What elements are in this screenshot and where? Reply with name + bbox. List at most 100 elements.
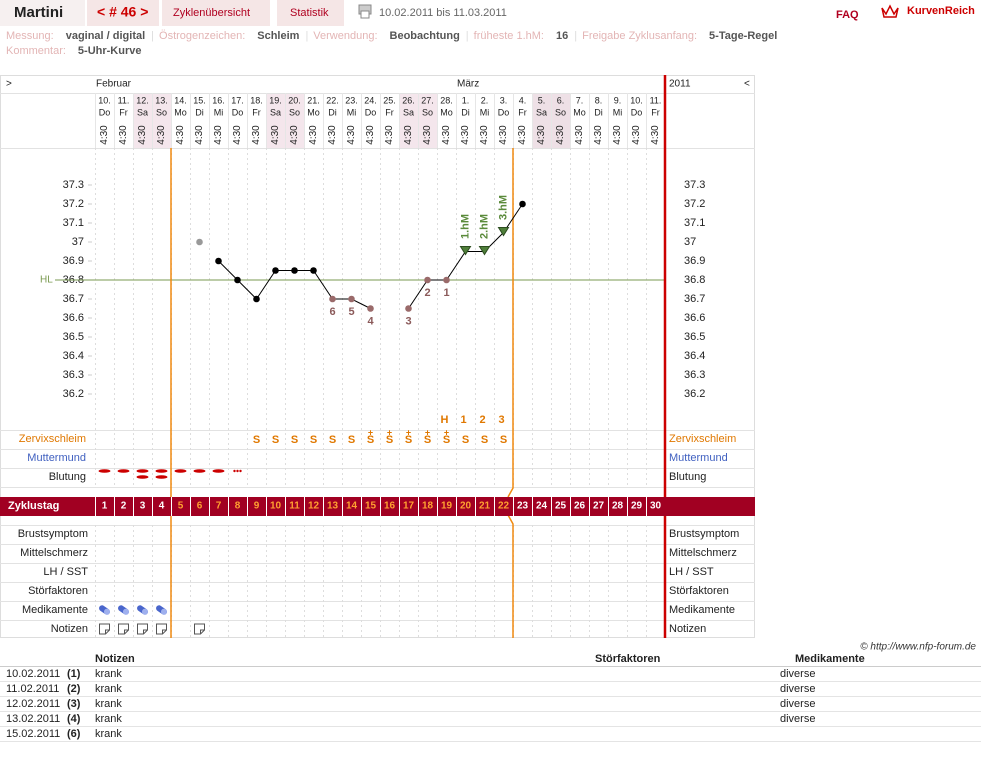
cycle-day: 17 bbox=[403, 501, 415, 512]
time-label: 4:30 bbox=[213, 125, 224, 145]
cycle-day: 30 bbox=[650, 501, 662, 512]
weekend-shade bbox=[266, 93, 285, 148]
day-label: 1. bbox=[462, 95, 470, 105]
medication-icon bbox=[99, 605, 110, 615]
temperature-point bbox=[234, 276, 241, 284]
table-cell: 11.02.2011 bbox=[6, 683, 59, 695]
day-label: 11. bbox=[118, 95, 130, 105]
table-header: Störfaktoren bbox=[595, 653, 661, 665]
copyright: © http://www.nfp-forum.de bbox=[860, 642, 976, 653]
mucus-symbol: S bbox=[310, 434, 317, 446]
row-label: Brustsymptom bbox=[18, 528, 88, 540]
y-tick-label: 36.3 bbox=[63, 369, 84, 381]
row-label: Störfaktoren bbox=[28, 585, 88, 597]
temperature-point bbox=[405, 305, 412, 312]
day-label: 3. bbox=[500, 95, 508, 105]
day-label: 4. bbox=[519, 95, 527, 105]
mucus-symbol: S bbox=[405, 434, 412, 446]
info-value: Beobachtung bbox=[390, 30, 460, 42]
y-tick-label: 36.9 bbox=[63, 255, 84, 267]
brand-logo[interactable] bbox=[881, 4, 899, 18]
y-tick-label: 36.2 bbox=[684, 388, 705, 400]
mucus-plus: + bbox=[406, 427, 411, 437]
cycle-day: 23 bbox=[517, 501, 529, 512]
row-label: Medikamente bbox=[22, 604, 88, 616]
cycle-day: 26 bbox=[574, 501, 586, 512]
time-label: 4:30 bbox=[137, 125, 148, 145]
separator: | bbox=[466, 30, 469, 42]
separator: | bbox=[151, 30, 154, 42]
time-label: 4:30 bbox=[270, 125, 281, 145]
weekend-shade bbox=[133, 93, 152, 148]
low-label: 5 bbox=[348, 306, 354, 318]
weekday-label: Do bbox=[99, 107, 111, 117]
time-label: 4:30 bbox=[156, 125, 167, 145]
row-label: Blutung bbox=[49, 471, 86, 483]
period: 10.02.2011 bis 11.03.2011 bbox=[379, 7, 507, 19]
row-label: Störfaktoren bbox=[669, 585, 729, 597]
cycle-day: 16 bbox=[384, 501, 396, 512]
info-label: Östrogenzeichen: bbox=[159, 30, 245, 42]
mucus-symbol: S bbox=[253, 434, 260, 446]
mucus-plus: + bbox=[387, 427, 392, 437]
table-cell: diverse bbox=[780, 668, 815, 680]
y-tick-label: 37.1 bbox=[63, 217, 84, 229]
y-tick-label: 37.2 bbox=[684, 198, 705, 210]
weekday-label: So bbox=[555, 107, 566, 117]
year: 2011 bbox=[669, 79, 691, 90]
info-value: 5-Uhr-Kurve bbox=[78, 45, 142, 57]
table-cell: krank bbox=[95, 728, 122, 740]
print-icon[interactable] bbox=[358, 4, 372, 19]
peak-label: H bbox=[441, 414, 449, 426]
tab-box bbox=[277, 0, 344, 26]
cycle-day: 7 bbox=[216, 501, 222, 512]
day-label: 13. bbox=[155, 95, 168, 105]
faq-link[interactable]: FAQ bbox=[836, 9, 859, 21]
day-label: 26. bbox=[402, 95, 415, 105]
day-label: 25. bbox=[383, 95, 396, 105]
weekday-label: Mi bbox=[480, 107, 490, 117]
brand[interactable]: KurvenReich bbox=[907, 5, 975, 17]
day-label: 12. bbox=[136, 95, 149, 105]
cycle-day: 13 bbox=[327, 501, 339, 512]
info-label: Freigabe Zyklusanfang: bbox=[582, 30, 697, 42]
bleeding-dash bbox=[212, 469, 225, 473]
bleeding-mark bbox=[117, 469, 130, 473]
mucus-symbol: S bbox=[386, 434, 393, 446]
cycle-day-label: Zyklustag bbox=[8, 500, 59, 512]
info-value: 5-Tage-Regel bbox=[709, 30, 777, 42]
bleeding-dash bbox=[136, 475, 149, 479]
time-label: 4:30 bbox=[403, 125, 414, 145]
info-value: vaginal / digital bbox=[66, 30, 145, 42]
day-label: 9. bbox=[614, 95, 622, 105]
chart-frame bbox=[0, 75, 755, 638]
tab[interactable]: Zyklenübersicht bbox=[173, 7, 250, 19]
weekend-shade bbox=[551, 93, 570, 148]
cycle-boundary bbox=[507, 148, 514, 638]
cycle-day: 4 bbox=[159, 501, 165, 512]
cycle-day: 10 bbox=[270, 501, 282, 512]
tab[interactable]: Statistik bbox=[290, 7, 329, 19]
table-cell: krank bbox=[95, 713, 122, 725]
nav-next[interactable]: < bbox=[744, 79, 750, 90]
nav-prev[interactable]: > bbox=[6, 79, 12, 90]
weekday-label: Mi bbox=[214, 107, 224, 117]
table-cell: (1) bbox=[67, 668, 81, 680]
hm-marker bbox=[459, 246, 472, 256]
low-label: 4 bbox=[367, 315, 374, 327]
day-label: 7. bbox=[576, 95, 584, 105]
time-label: 4:30 bbox=[650, 125, 661, 145]
day-label: 23. bbox=[345, 95, 358, 105]
user-name[interactable]: Martini bbox=[14, 4, 63, 21]
row-label: Muttermund bbox=[27, 452, 86, 464]
info-label: Verwendung: bbox=[313, 30, 377, 42]
weekend-shade bbox=[285, 93, 304, 148]
cycle-nav[interactable]: < # 46 > bbox=[97, 4, 148, 20]
y-tick-label: 37.1 bbox=[684, 217, 705, 229]
row-label: Blutung bbox=[669, 471, 706, 483]
medication-icon bbox=[118, 605, 129, 615]
cycle-day: 9 bbox=[254, 501, 260, 512]
temperature-point bbox=[367, 305, 374, 312]
time-label: 4:30 bbox=[365, 125, 376, 145]
time-label: 4:30 bbox=[384, 125, 395, 145]
